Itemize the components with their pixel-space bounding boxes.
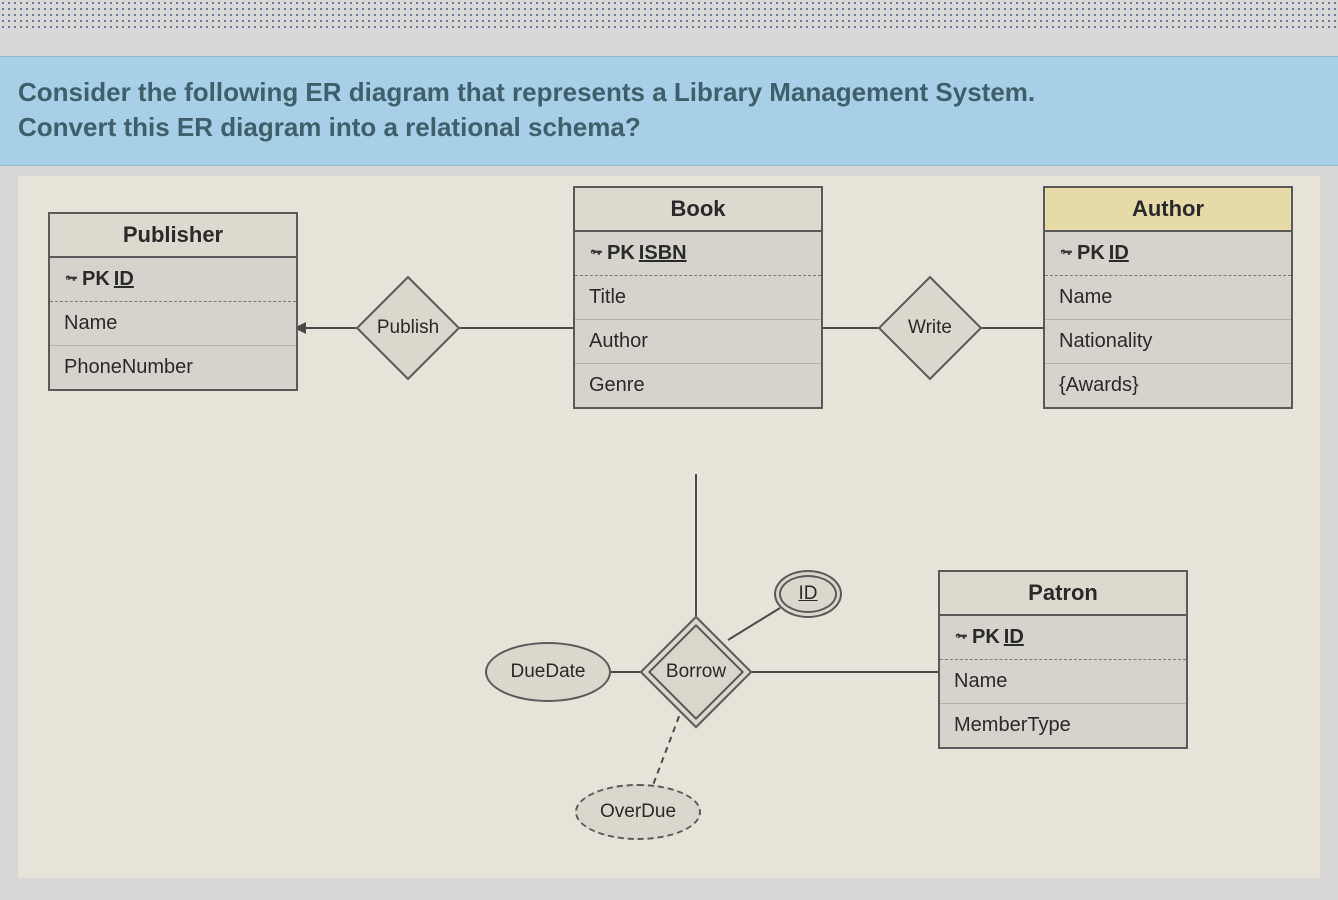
question-line-2: Convert this ER diagram into a relationa… (18, 110, 1320, 145)
pk-prefix: PK (972, 626, 1000, 648)
er-diagram-canvas: Publisher PKID Name PhoneNumber Book PKI… (18, 176, 1320, 878)
entity-book-attr-2: Genre (575, 364, 821, 407)
entity-book-attr-0: Title (575, 276, 821, 320)
entity-author-pk: PKID (1045, 232, 1291, 276)
entity-patron: Patron PKID Name MemberType (938, 570, 1188, 749)
entity-patron-attr-0: Name (940, 660, 1186, 704)
relationship-publish: Publish (371, 291, 445, 365)
relationship-publish-label: Publish (377, 317, 439, 339)
key-icon (64, 272, 78, 286)
relationship-write-label: Write (908, 317, 952, 339)
entity-patron-pk: PKID (940, 616, 1186, 660)
entity-publisher-attr-1: PhoneNumber (50, 346, 296, 389)
pk-prefix: PK (607, 242, 635, 264)
pk-text: ISBN (639, 242, 687, 264)
key-icon (589, 246, 603, 260)
attribute-id-label: ID (799, 583, 818, 605)
question-line-1: Consider the following ER diagram that r… (18, 75, 1320, 110)
relationship-write: Write (893, 291, 967, 365)
relationship-borrow: Borrow (656, 632, 736, 712)
entity-book-pk: PKISBN (575, 232, 821, 276)
attribute-overdue-label: OverDue (600, 801, 676, 823)
entity-author-attr-0: Name (1045, 276, 1291, 320)
attribute-duedate: DueDate (485, 642, 611, 702)
question-banner: Consider the following ER diagram that r… (0, 56, 1338, 166)
attribute-duedate-label: DueDate (511, 661, 586, 683)
entity-book-attr-1: Author (575, 320, 821, 364)
attribute-id: ID (774, 570, 842, 618)
entity-publisher-attr-0: Name (50, 302, 296, 346)
entity-publisher: Publisher PKID Name PhoneNumber (48, 212, 298, 391)
entity-publisher-pk: PKID (50, 258, 296, 302)
pk-text: ID (114, 268, 134, 290)
pk-prefix: PK (82, 268, 110, 290)
pk-text: ID (1109, 242, 1129, 264)
entity-author: Author PKID Name Nationality {Awards} (1043, 186, 1293, 409)
entity-publisher-title: Publisher (50, 214, 296, 258)
entity-author-attr-2: {Awards} (1045, 364, 1291, 407)
pk-text: ID (1004, 626, 1024, 648)
entity-patron-attr-1: MemberType (940, 704, 1186, 747)
relationship-borrow-label: Borrow (666, 661, 726, 683)
entity-book: Book PKISBN Title Author Genre (573, 186, 823, 409)
entity-author-attr-1: Nationality (1045, 320, 1291, 364)
key-icon (954, 630, 968, 644)
entity-book-title: Book (575, 188, 821, 232)
entity-author-title: Author (1045, 188, 1291, 232)
attribute-overdue: OverDue (575, 784, 701, 840)
key-icon (1059, 246, 1073, 260)
entity-patron-title: Patron (940, 572, 1186, 616)
pk-prefix: PK (1077, 242, 1105, 264)
dotted-top-border (0, 0, 1338, 32)
